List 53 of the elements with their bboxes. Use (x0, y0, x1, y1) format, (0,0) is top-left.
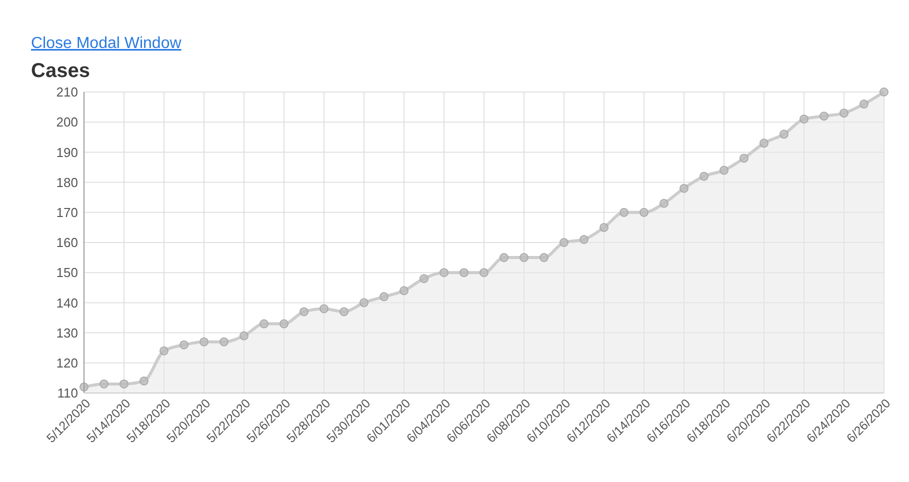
y-tick-label: 160 (56, 235, 78, 250)
chart-title: Cases (31, 60, 90, 82)
point (260, 319, 268, 328)
point (100, 379, 108, 388)
point (740, 154, 748, 163)
point (300, 307, 308, 316)
y-tick-label: 110 (57, 386, 78, 401)
point (420, 274, 428, 284)
point (640, 208, 648, 217)
point (440, 268, 448, 278)
point (860, 100, 868, 109)
point (380, 292, 388, 302)
point (340, 307, 348, 316)
y-tick-label: 140 (56, 295, 78, 310)
point (320, 304, 328, 314)
y-tick-label: 200 (56, 114, 78, 130)
point (760, 138, 768, 148)
point (780, 130, 788, 139)
point (560, 238, 568, 247)
point (500, 253, 508, 262)
point (460, 268, 468, 278)
y-tick-label: 120 (56, 355, 78, 370)
point (800, 114, 808, 124)
point (840, 108, 848, 118)
point (680, 184, 688, 193)
point (200, 337, 208, 346)
point (880, 88, 888, 96)
point (700, 172, 708, 181)
point (720, 166, 728, 175)
y-tick-label: 180 (56, 174, 78, 190)
y-tick-label: 130 (56, 325, 78, 340)
y-tick-label: 150 (56, 265, 78, 280)
point (360, 298, 368, 308)
point (160, 346, 168, 356)
point (480, 268, 488, 278)
y-tick-label: 170 (56, 204, 78, 220)
point (820, 112, 828, 121)
point (220, 337, 228, 346)
point (660, 198, 668, 208)
point (600, 222, 608, 232)
point (580, 234, 588, 244)
point (400, 286, 408, 296)
point (520, 253, 528, 262)
point (540, 253, 548, 262)
point (120, 379, 128, 388)
text: Close Modal Window (31, 35, 182, 52)
point (180, 340, 188, 350)
y-tick-label: 190 (56, 144, 78, 160)
point (140, 376, 148, 386)
point (620, 208, 628, 217)
point (240, 331, 248, 340)
point (280, 319, 288, 328)
y-tick-label: 210 (56, 84, 78, 100)
